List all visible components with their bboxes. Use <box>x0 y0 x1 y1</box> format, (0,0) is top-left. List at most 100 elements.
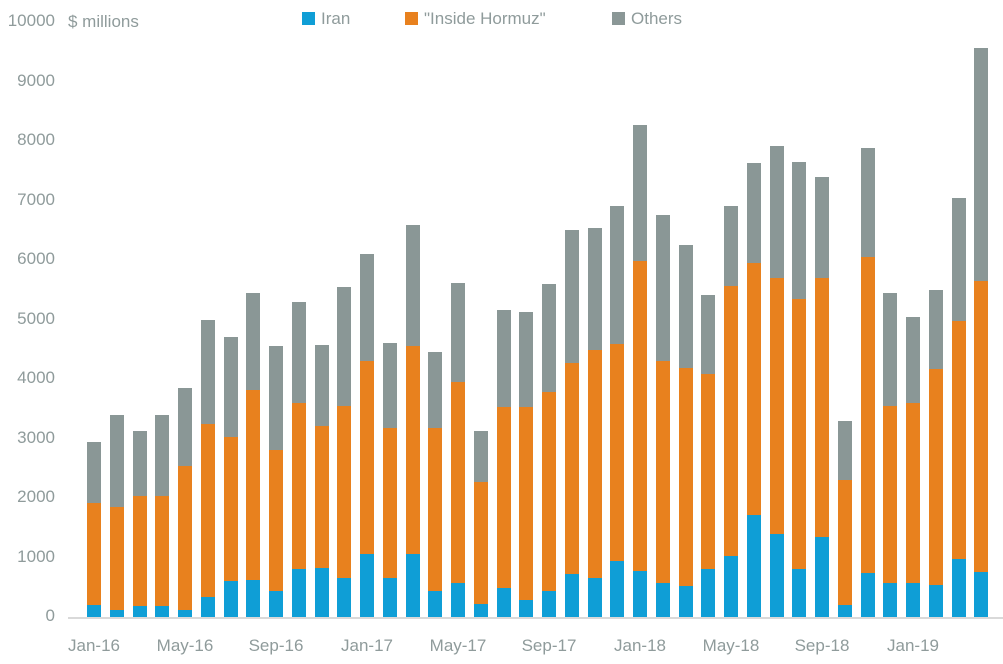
bar-segment-others-Sep-18 <box>815 176 829 278</box>
bar-segment-others-Jan-17 <box>360 254 374 362</box>
x-tick-label-Jan-17: Jan-17 <box>341 636 393 655</box>
y-tick-label-7000: 7000 <box>17 189 55 209</box>
bar-segment-others-Jan-16 <box>87 441 101 503</box>
bar-segment-others-Jul-17 <box>496 310 511 407</box>
bar-segment-others-Dec-17 <box>610 206 625 344</box>
y-tick-label-2000: 2000 <box>17 487 55 506</box>
bar-Aug-16 <box>246 292 261 617</box>
bar-segment-insidehormuz-Apr-17 <box>428 427 443 591</box>
bar-segment-others-Feb-18 <box>655 214 670 361</box>
bar-Apr-17 <box>428 351 443 617</box>
x-tick-label-Sep-18: Sep-18 <box>794 636 850 655</box>
bar-Feb-17 <box>382 343 397 617</box>
bar-segment-iran-Oct-17 <box>564 573 579 617</box>
bar-Jan-18 <box>633 124 647 617</box>
bar-segment-insidehormuz-Jan-19 <box>906 403 920 583</box>
bar-Aug-18 <box>792 161 807 617</box>
x-axis-baseline <box>68 617 1003 619</box>
bar-May-16 <box>178 387 192 617</box>
bar-segment-iran-Apr-17 <box>428 590 443 617</box>
bar-segment-insidehormuz-Sep-18 <box>815 277 829 538</box>
bar-segment-insidehormuz-Jan-16 <box>87 502 101 606</box>
bar-segment-iran-Jun-16 <box>200 596 215 617</box>
bar-segment-insidehormuz-Aug-16 <box>246 390 261 581</box>
bar-segment-others-Oct-17 <box>564 230 579 363</box>
bar-Sep-18 <box>815 176 829 617</box>
bar-Mar-16 <box>132 431 147 617</box>
bar-segment-iran-Jun-18 <box>746 514 761 617</box>
bar-segment-others-Feb-17 <box>382 343 397 429</box>
bar-segment-others-Mar-16 <box>132 431 147 497</box>
y-tick-label-1000: 1000 <box>17 546 55 566</box>
bar-Jul-17 <box>496 310 511 617</box>
bar-segment-others-Jul-16 <box>223 337 238 438</box>
bar-Jan-17 <box>360 254 374 617</box>
bar-Aug-17 <box>519 312 534 617</box>
bar-Nov-16 <box>314 345 329 617</box>
bar-segment-others-Apr-18 <box>701 294 716 375</box>
bar-segment-others-May-16 <box>178 387 192 467</box>
x-tick-label-Jan-18: Jan-18 <box>614 636 666 655</box>
bar-segment-insidehormuz-Nov-17 <box>587 350 602 578</box>
bar-segment-others-Nov-18 <box>860 148 875 258</box>
bar-segment-iran-Aug-16 <box>246 580 261 617</box>
bar-segment-iran-Oct-18 <box>837 604 852 617</box>
bar-segment-others-May-18 <box>724 206 738 286</box>
bar-segment-iran-Feb-19 <box>928 585 943 617</box>
bar-segment-insidehormuz-Dec-18 <box>883 406 898 584</box>
bar-segment-insidehormuz-Mar-16 <box>132 496 147 606</box>
bar-segment-insidehormuz-Feb-18 <box>655 360 670 583</box>
y-tick-label-3000: 3000 <box>17 427 55 447</box>
bar-segment-iran-Mar-17 <box>405 553 420 617</box>
bar-segment-insidehormuz-Dec-17 <box>610 343 625 562</box>
y-tick-label-0: 0 <box>45 606 55 625</box>
bar-Feb-19 <box>928 289 943 617</box>
bar-segment-others-Jan-18 <box>633 124 647 261</box>
bar-segment-insidehormuz-Sep-16 <box>269 450 283 591</box>
bar-segment-others-Nov-17 <box>587 227 602 351</box>
bar-Oct-17 <box>564 230 579 617</box>
legend-swatch-others-icon <box>612 12 625 25</box>
bar-segment-insidehormuz-Jan-18 <box>633 260 647 571</box>
bar-segment-insidehormuz-Jan-17 <box>360 361 374 554</box>
y-tick-label-4000: 4000 <box>17 368 55 387</box>
bar-Dec-17 <box>610 206 625 617</box>
bar-Jan-19 <box>906 317 920 617</box>
bar-segment-insidehormuz-May-17 <box>451 382 465 583</box>
bar-segment-iran-Feb-17 <box>382 577 397 617</box>
bar-Feb-18 <box>655 214 670 617</box>
bar-segment-insidehormuz-Apr-18 <box>701 374 716 570</box>
bar-segment-insidehormuz-Jun-16 <box>200 424 215 597</box>
bar-segment-iran-Dec-17 <box>610 561 625 617</box>
bar-May-17 <box>451 282 465 617</box>
bar-segment-others-Dec-18 <box>883 292 898 407</box>
bar-segment-iran-Aug-17 <box>519 599 534 617</box>
bar-segment-insidehormuz-Sep-17 <box>542 392 556 591</box>
bar-segment-insidehormuz-Mar-18 <box>678 367 693 587</box>
bar-segment-others-Jul-18 <box>769 145 784 278</box>
bar-Dec-16 <box>337 286 352 617</box>
bar-segment-insidehormuz-Jul-18 <box>769 277 784 535</box>
bar-segment-others-Apr-17 <box>428 351 443 428</box>
bar-segment-insidehormuz-May-18 <box>724 285 738 556</box>
bar-segment-insidehormuz-Oct-16 <box>291 402 306 570</box>
legend-label-iran: Iran <box>321 9 351 28</box>
bar-segment-insidehormuz-Jul-17 <box>496 406 511 589</box>
bar-segment-others-Mar-18 <box>678 244 693 368</box>
bar-segment-others-Sep-17 <box>542 283 556 393</box>
bar-Apr-18 <box>701 294 716 617</box>
bar-segment-iran-Mar-19 <box>951 558 966 617</box>
bar-Oct-16 <box>291 301 306 617</box>
bar-Feb-16 <box>109 414 124 617</box>
bar-segment-iran-Nov-18 <box>860 572 875 617</box>
bar-segment-iran-Jan-16 <box>87 605 101 617</box>
y-tick-label-6000: 6000 <box>17 249 55 268</box>
bar-segment-insidehormuz-Nov-18 <box>860 257 875 573</box>
legend-swatch-inside-hormuz-icon <box>405 12 418 25</box>
bar-segment-iran-Aug-18 <box>792 569 807 617</box>
bar-segment-others-Oct-18 <box>837 420 852 481</box>
y-tick-label-10000: 10000 <box>7 11 55 30</box>
bar-segment-insidehormuz-May-16 <box>178 466 192 611</box>
